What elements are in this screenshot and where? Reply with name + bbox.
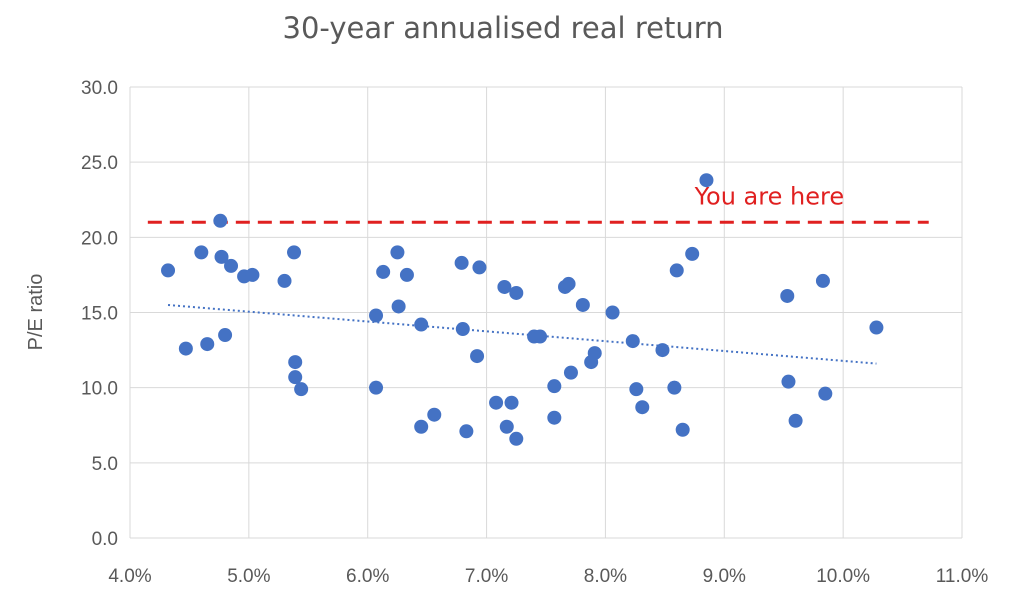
data-point [224,258,239,273]
x-tick-label: 9.0% [703,566,746,587]
data-point [629,382,644,397]
data-point [575,297,590,312]
data-point [178,341,193,356]
y-axis-label: P/E ratio [25,274,47,351]
y-tick-label: 20.0 [81,228,118,249]
data-point [287,245,302,260]
data-point [499,419,514,434]
data-point [294,382,309,397]
data-point [818,386,833,401]
data-point [509,431,524,446]
x-tick-label: 8.0% [584,566,627,587]
data-point [376,264,391,279]
x-tick-label: 5.0% [227,566,270,587]
data-point [667,380,682,395]
data-point [780,288,795,303]
data-point [213,213,228,228]
y-tick-label: 5.0 [92,454,118,475]
data-point [547,379,562,394]
data-point [459,424,474,439]
data-point [218,328,233,343]
trendline [167,303,877,365]
data-point [214,249,229,264]
y-axis-ticks: 0.0 5.0 10.0 15.0 20.0 25.0 30.0 [81,78,118,550]
y-tick-label: 10.0 [81,379,118,400]
data-point [194,245,209,260]
y-tick-label: 30.0 [81,78,118,99]
data-point [561,276,576,291]
data-point [781,374,796,389]
data-point [414,317,429,332]
data-point [414,419,429,434]
data-point [533,329,548,344]
data-point [547,410,562,425]
data-points [161,173,884,446]
data-point [427,407,442,422]
data-point [288,355,303,370]
data-point [655,343,670,358]
x-tick-label: 4.0% [108,566,151,587]
data-point [390,245,405,260]
data-point [685,246,700,261]
data-point [605,305,620,320]
chart-title: 30-year annualised real return [283,11,724,45]
data-point [815,273,830,288]
x-axis-ticks: 4.0% 5.0% 6.0% 7.0% 8.0% 9.0% 10.0% 11.0% [108,566,988,587]
data-point [472,260,487,275]
data-point [369,380,384,395]
data-point [675,422,690,437]
data-point [509,285,524,300]
data-point [470,349,485,364]
annotation-label: You are here [694,183,845,211]
data-point [563,365,578,380]
data-point [369,308,384,323]
x-tick-label: 7.0% [465,566,508,587]
data-point [788,413,803,428]
data-point [277,273,292,288]
data-point [625,334,640,349]
x-tick-label: 11.0% [936,566,989,587]
y-tick-label: 25.0 [81,153,118,174]
data-point [288,370,303,385]
data-point [161,263,176,278]
data-point [200,337,215,352]
data-point [454,255,469,270]
data-point [455,322,470,337]
data-point [489,395,504,410]
data-point [869,320,884,335]
data-point [504,395,519,410]
data-point [497,279,512,294]
data-point [699,173,714,188]
y-tick-label: 15.0 [81,304,118,325]
data-point [391,299,406,314]
y-tick-label: 0.0 [92,529,118,550]
data-point [587,346,602,361]
data-point [635,400,650,415]
gridlines [129,86,963,539]
data-point [245,267,260,282]
x-tick-label: 10.0% [816,566,870,587]
data-point [669,263,684,278]
data-point [399,267,414,282]
x-tick-label: 6.0% [346,566,389,587]
